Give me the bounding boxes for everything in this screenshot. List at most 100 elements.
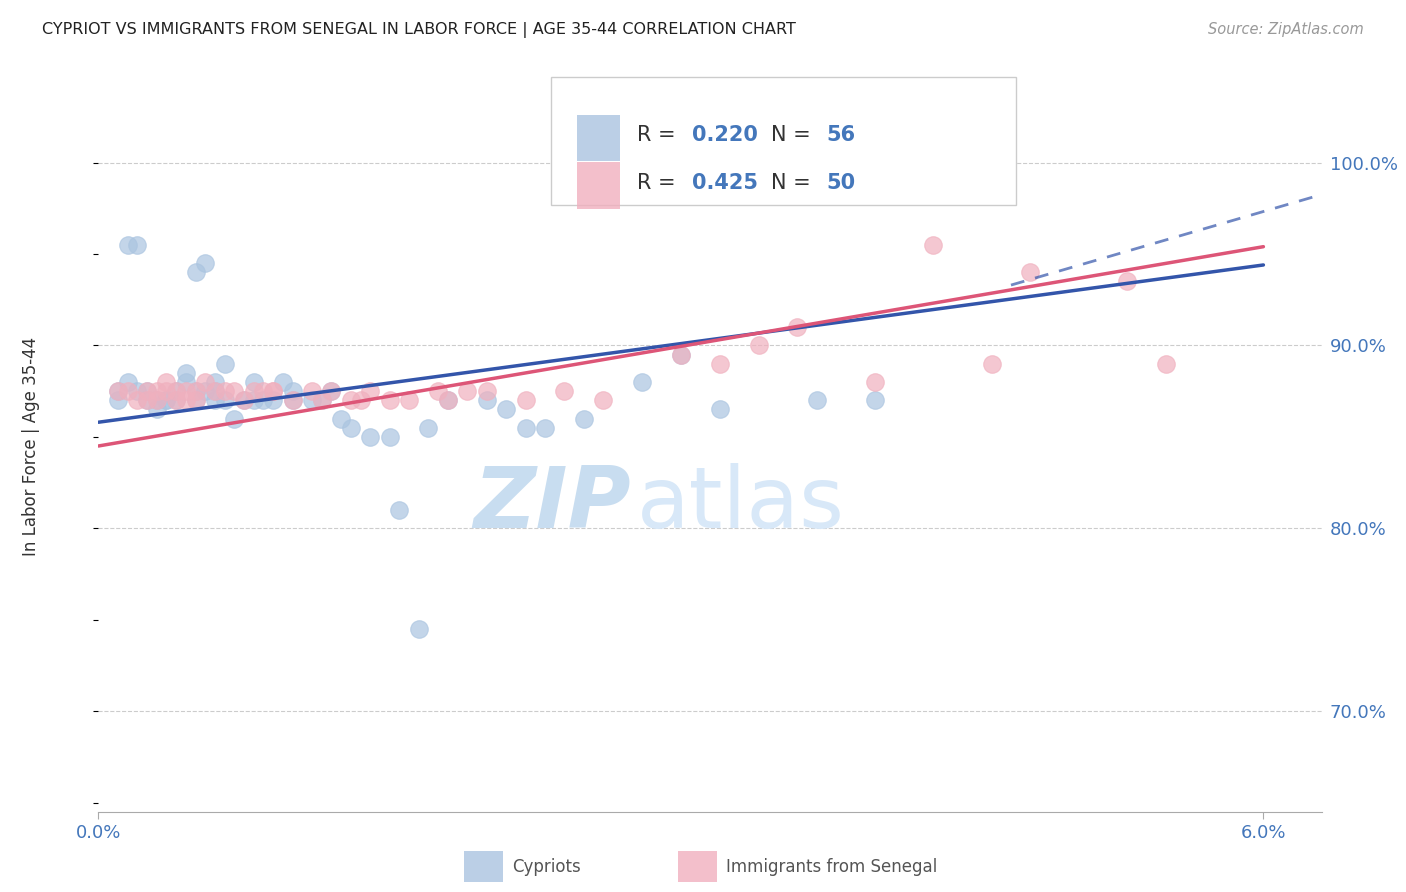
Point bbox=[515, 421, 537, 435]
Point bbox=[592, 393, 614, 408]
Point bbox=[194, 384, 217, 399]
Text: ZIP: ZIP bbox=[472, 463, 630, 546]
Point bbox=[117, 384, 139, 399]
Point bbox=[155, 393, 177, 408]
Point bbox=[214, 357, 236, 371]
Point bbox=[281, 393, 304, 408]
Point bbox=[155, 375, 177, 389]
Text: 56: 56 bbox=[827, 125, 855, 145]
Point bbox=[311, 393, 333, 408]
Point bbox=[427, 384, 450, 399]
Point bbox=[456, 384, 478, 399]
Point bbox=[359, 384, 381, 399]
Point bbox=[281, 384, 304, 399]
Point bbox=[107, 384, 129, 399]
Point bbox=[437, 393, 460, 408]
Point bbox=[349, 393, 371, 408]
Point bbox=[321, 384, 343, 399]
Point bbox=[301, 393, 323, 408]
Point bbox=[127, 384, 149, 399]
Point bbox=[271, 375, 294, 389]
Point bbox=[1156, 357, 1178, 371]
Text: N =: N = bbox=[772, 173, 817, 193]
Point bbox=[311, 393, 333, 408]
Point bbox=[204, 375, 226, 389]
Point bbox=[184, 393, 207, 408]
Text: 0.220: 0.220 bbox=[692, 125, 758, 145]
Point bbox=[165, 393, 187, 408]
Point bbox=[204, 384, 226, 399]
FancyBboxPatch shape bbox=[576, 162, 620, 209]
Point bbox=[242, 375, 264, 389]
FancyBboxPatch shape bbox=[678, 851, 717, 882]
Point bbox=[922, 238, 945, 252]
Point bbox=[242, 393, 264, 408]
Text: atlas: atlas bbox=[637, 463, 845, 546]
Point bbox=[330, 411, 353, 425]
Point bbox=[408, 622, 430, 636]
Point bbox=[136, 384, 159, 399]
Point bbox=[252, 393, 274, 408]
Point bbox=[437, 393, 460, 408]
Text: Cypriots: Cypriots bbox=[512, 857, 581, 876]
Point bbox=[252, 384, 274, 399]
Point bbox=[1019, 265, 1042, 279]
Point bbox=[204, 393, 226, 408]
Point bbox=[214, 393, 236, 408]
Point bbox=[194, 375, 217, 389]
Point bbox=[165, 393, 187, 408]
Point bbox=[174, 393, 197, 408]
Point bbox=[572, 411, 595, 425]
Point bbox=[388, 503, 411, 517]
Point bbox=[184, 393, 207, 408]
Point bbox=[136, 393, 159, 408]
Text: CYPRIOT VS IMMIGRANTS FROM SENEGAL IN LABOR FORCE | AGE 35-44 CORRELATION CHART: CYPRIOT VS IMMIGRANTS FROM SENEGAL IN LA… bbox=[42, 22, 796, 38]
Point bbox=[262, 393, 284, 408]
Point bbox=[475, 393, 498, 408]
FancyBboxPatch shape bbox=[464, 851, 503, 882]
Point bbox=[204, 384, 226, 399]
Point bbox=[398, 393, 420, 408]
Text: Source: ZipAtlas.com: Source: ZipAtlas.com bbox=[1208, 22, 1364, 37]
Point bbox=[127, 393, 149, 408]
Point bbox=[806, 393, 828, 408]
Point bbox=[262, 384, 284, 399]
Point bbox=[709, 357, 731, 371]
Point bbox=[515, 393, 537, 408]
Point bbox=[214, 384, 236, 399]
Point bbox=[136, 393, 159, 408]
Point bbox=[165, 384, 187, 399]
Point bbox=[475, 384, 498, 399]
Text: R =: R = bbox=[637, 125, 682, 145]
Point bbox=[145, 393, 167, 408]
Point bbox=[184, 384, 207, 399]
Point bbox=[136, 384, 159, 399]
FancyBboxPatch shape bbox=[551, 77, 1015, 204]
Point bbox=[174, 366, 197, 380]
Point bbox=[534, 421, 557, 435]
FancyBboxPatch shape bbox=[576, 115, 620, 161]
Point bbox=[748, 338, 770, 352]
Point bbox=[378, 430, 401, 444]
Point bbox=[359, 430, 381, 444]
Text: N =: N = bbox=[772, 125, 817, 145]
Text: R =: R = bbox=[637, 173, 682, 193]
Point bbox=[165, 384, 187, 399]
Point bbox=[117, 238, 139, 252]
Point bbox=[786, 320, 808, 334]
Point bbox=[155, 393, 177, 408]
Point bbox=[174, 375, 197, 389]
Point bbox=[340, 393, 363, 408]
Text: Immigrants from Senegal: Immigrants from Senegal bbox=[725, 857, 938, 876]
Point bbox=[418, 421, 440, 435]
Point bbox=[321, 384, 343, 399]
Point bbox=[1116, 274, 1139, 288]
Point bbox=[669, 347, 692, 362]
Point bbox=[863, 375, 886, 389]
Point bbox=[224, 411, 246, 425]
Point bbox=[117, 375, 139, 389]
Text: 50: 50 bbox=[827, 173, 855, 193]
Text: In Labor Force | Age 35-44: In Labor Force | Age 35-44 bbox=[22, 336, 41, 556]
Point bbox=[242, 384, 264, 399]
Point bbox=[224, 384, 246, 399]
